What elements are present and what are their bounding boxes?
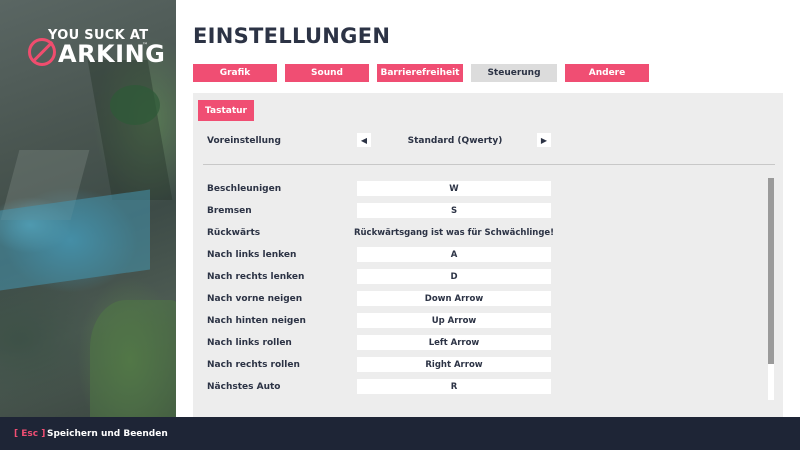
binding-label: Beschleunigen xyxy=(207,184,282,194)
preset-prev-button[interactable]: ◀ xyxy=(357,133,371,147)
footer-bar: [ Esc ] Speichern und Beenden xyxy=(0,417,800,450)
binding-label: Rückwärts xyxy=(207,228,261,238)
preset-value: Standard (Qwerty) xyxy=(407,136,503,146)
game-logo: YOU SUCK AT ARKING ™ xyxy=(28,28,165,72)
key-binding-field[interactable]: Left Arrow xyxy=(357,335,551,350)
key-binding-field[interactable]: R xyxy=(357,379,551,394)
binding-row: Nächstes Auto R xyxy=(207,379,557,395)
no-parking-sign-icon xyxy=(28,38,56,66)
binding-row: Nach rechts rollen Right Arrow xyxy=(207,357,557,373)
key-binding-field[interactable]: W xyxy=(357,181,551,196)
binding-row: Nach hinten neigen Up Arrow xyxy=(207,313,557,329)
controls-content: Tastatur Voreinstellung ◀ Standard (Qwer… xyxy=(193,93,783,417)
page-title: EINSTELLUNGEN xyxy=(193,24,391,48)
settings-tabs: Grafik Sound Barrierefreiheit Steuerung … xyxy=(193,64,649,82)
logo-trademark: ™ xyxy=(142,42,148,49)
binding-row: Nach vorne neigen Down Arrow xyxy=(207,291,557,307)
grass-shape xyxy=(90,300,176,417)
preset-next-button[interactable]: ▶ xyxy=(537,133,551,147)
key-binding-text: Rückwärtsgang ist was für Schwächlinge! xyxy=(353,227,555,238)
scrollbar-thumb[interactable] xyxy=(768,178,774,364)
trees-shape xyxy=(110,85,160,125)
key-binding-field[interactable]: Right Arrow xyxy=(357,357,551,372)
key-binding-field[interactable]: A xyxy=(357,247,551,262)
triangle-right-icon: ▶ xyxy=(540,135,548,145)
key-binding-field[interactable]: S xyxy=(357,203,551,218)
binding-row: Nach rechts lenken D xyxy=(207,269,557,285)
key-binding-field[interactable]: D xyxy=(357,269,551,284)
key-binding-field[interactable]: Up Arrow xyxy=(357,313,551,328)
tab-andere[interactable]: Andere xyxy=(565,64,649,82)
save-and-exit-button[interactable]: Speichern und Beenden xyxy=(47,429,168,439)
binding-row: Nach links rollen Left Arrow xyxy=(207,335,557,351)
binding-label: Nach rechts rollen xyxy=(207,360,300,370)
tab-sound[interactable]: Sound xyxy=(285,64,369,82)
triangle-left-icon: ◀ xyxy=(360,135,368,145)
subtab-tastatur[interactable]: Tastatur xyxy=(198,100,254,121)
binding-row: Beschleunigen W xyxy=(207,181,557,197)
binding-label: Nach vorne neigen xyxy=(207,294,303,304)
tab-barrierefreiheit[interactable]: Barrierefreiheit xyxy=(377,64,463,82)
background-scene xyxy=(0,0,176,417)
binding-label: Nach links rollen xyxy=(207,338,292,348)
binding-row: Nach links lenken A xyxy=(207,247,557,263)
binding-label: Nach hinten neigen xyxy=(207,316,306,326)
esc-key-hint[interactable]: [ Esc ] xyxy=(14,429,46,439)
tab-steuerung[interactable]: Steuerung xyxy=(471,64,557,82)
preset-label: Voreinstellung xyxy=(207,136,281,146)
binding-label: Nächstes Auto xyxy=(207,382,281,392)
scrollbar[interactable] xyxy=(768,178,774,400)
cliff-shape xyxy=(87,60,173,200)
tab-grafik[interactable]: Grafik xyxy=(193,64,277,82)
binding-row: Bremsen S xyxy=(207,203,557,219)
logo-line2: ARKING xyxy=(58,40,166,68)
divider xyxy=(203,164,775,165)
binding-label: Bremsen xyxy=(207,206,252,216)
preset-row: Voreinstellung ◀ Standard (Qwerty) ▶ xyxy=(207,133,767,149)
logo-line1: YOU SUCK AT xyxy=(48,28,149,43)
binding-label: Nach rechts lenken xyxy=(207,272,305,282)
binding-label: Nach links lenken xyxy=(207,250,297,260)
settings-panel: EINSTELLUNGEN Grafik Sound Barrierefreih… xyxy=(176,0,800,417)
binding-row: Rückwärts Rückwärtsgang ist was für Schw… xyxy=(207,225,557,241)
key-binding-field[interactable]: Down Arrow xyxy=(357,291,551,306)
